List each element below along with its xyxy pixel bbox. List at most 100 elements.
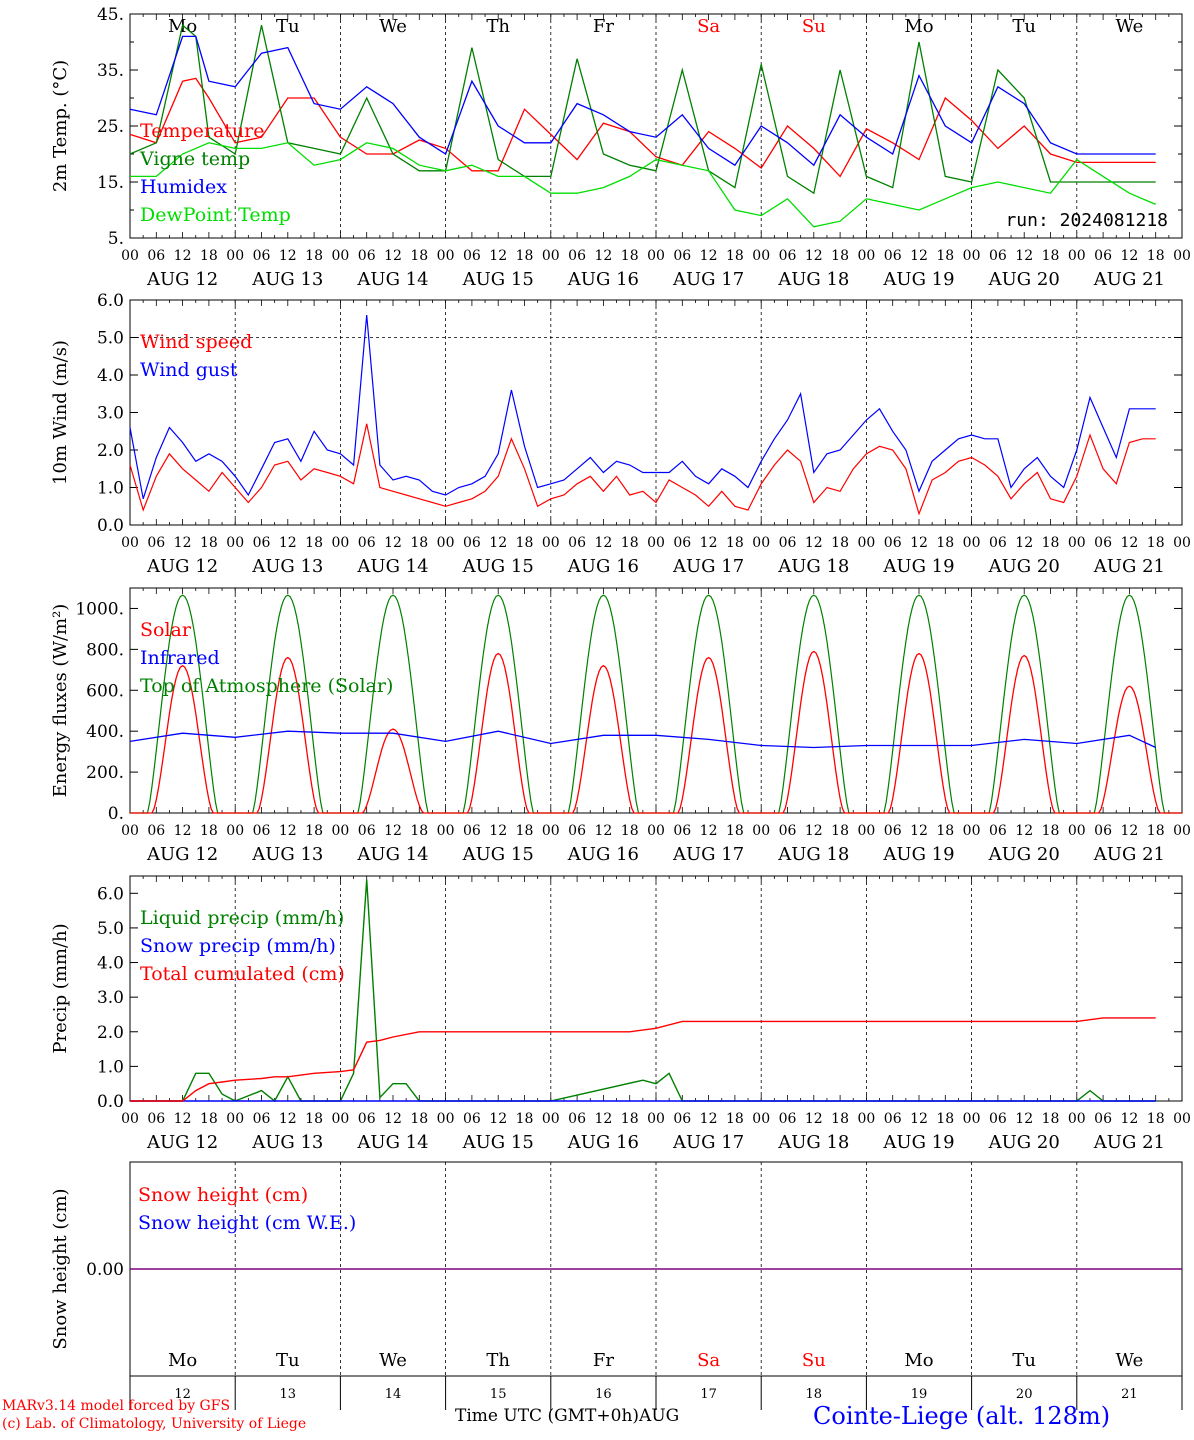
hour-label: 18 (410, 823, 428, 839)
hour-label: 12 (805, 823, 823, 839)
day-number: 15 (490, 1387, 507, 1402)
hour-label: 12 (489, 535, 507, 551)
date-label: AUG 20 (988, 844, 1060, 865)
date-label: AUG 12 (146, 556, 218, 577)
hour-label: 00 (1068, 248, 1086, 264)
hour-label: 06 (673, 248, 691, 264)
series-line-solar (130, 650, 1182, 814)
hour-label: 18 (1042, 248, 1060, 264)
date-label: AUG 21 (1093, 844, 1165, 865)
legend-entry: DewPoint Temp (140, 204, 291, 226)
legend-entry: Temperature (140, 120, 264, 142)
date-label: AUG 14 (356, 1132, 428, 1153)
hour-label: 06 (1094, 535, 1112, 551)
date-label: AUG 15 (462, 269, 534, 290)
legend-entry: Liquid precip (mm/h) (140, 907, 344, 929)
series-line-vigne-temp (129, 24, 1156, 195)
hour-label: 00 (226, 823, 244, 839)
hour-label: 18 (726, 248, 744, 264)
series-line-total (130, 1017, 1156, 1102)
hour-label: 00 (542, 1111, 560, 1127)
hour-label: 12 (489, 1111, 507, 1127)
hour-label: 06 (147, 1111, 165, 1127)
y-tick-label: 0.0 (97, 1092, 124, 1112)
hour-label: 06 (1094, 823, 1112, 839)
hour-label: 18 (1147, 248, 1165, 264)
y-axis-label: Precip (mm/h) (50, 923, 71, 1053)
hour-label: 12 (279, 823, 297, 839)
hour-label: 00 (752, 1111, 770, 1127)
hour-label: 12 (174, 1111, 192, 1127)
hour-label: 06 (358, 248, 376, 264)
date-label: AUG 15 (462, 1132, 534, 1153)
date-label: AUG 14 (356, 844, 428, 865)
hour-label: 00 (963, 823, 981, 839)
hour-label: 12 (594, 1111, 612, 1127)
date-label: AUG 19 (882, 1132, 954, 1153)
hour-label: 18 (516, 1111, 534, 1127)
date-label: AUG 20 (988, 269, 1060, 290)
date-label: AUG 16 (567, 844, 639, 865)
hour-label: 00 (226, 1111, 244, 1127)
series-line-wind-gust (129, 314, 1156, 499)
series-line-humidex (129, 35, 1156, 167)
y-tick-label: 4.0 (97, 366, 124, 386)
hour-label: 00 (647, 1111, 665, 1127)
day-label-top: We (1116, 16, 1144, 37)
lab-credit: (c) Lab. of Climatology, University of L… (2, 1416, 307, 1432)
date-label: AUG 12 (146, 844, 218, 865)
legend-entry: Wind speed (140, 331, 252, 353)
y-tick-label: 600. (86, 681, 124, 701)
hour-label: 00 (752, 535, 770, 551)
hour-label: 06 (989, 1111, 1007, 1127)
y-axis-label: Energy fluxes (W/m²) (50, 604, 71, 798)
hour-label: 06 (253, 535, 271, 551)
date-label: AUG 15 (462, 844, 534, 865)
hour-label: 12 (1015, 823, 1033, 839)
legend-entry: Humidex (140, 176, 227, 198)
date-label: AUG 17 (672, 844, 744, 865)
day-number: 12 (174, 1387, 191, 1402)
month-label: AUG (639, 1406, 680, 1426)
day-label-bottom: Mo (904, 1350, 933, 1371)
y-tick-label: 6.0 (97, 291, 124, 311)
time-axis-label: Time UTC (GMT+0h)AUG (455, 1406, 679, 1426)
hour-label: 18 (1042, 535, 1060, 551)
panel-frame (129, 299, 1183, 526)
day-label-bottom: Sa (697, 1350, 720, 1371)
hour-label: 06 (253, 248, 271, 264)
hour-label: 12 (805, 248, 823, 264)
legend-entry: Infrared (140, 647, 220, 669)
hour-label: 12 (489, 823, 507, 839)
hour-label: 06 (253, 1111, 271, 1127)
hour-label: 12 (594, 823, 612, 839)
hour-label: 00 (1068, 823, 1086, 839)
date-label: AUG 18 (777, 269, 849, 290)
date-label: AUG 20 (988, 1132, 1060, 1153)
hour-label: 18 (1147, 1111, 1165, 1127)
hour-label: 18 (305, 535, 323, 551)
date-label: AUG 19 (882, 269, 954, 290)
hour-label: 06 (568, 248, 586, 264)
hour-label: 12 (279, 248, 297, 264)
hour-label: 00 (963, 535, 981, 551)
date-label: AUG 18 (777, 556, 849, 577)
hour-label: 00 (857, 535, 875, 551)
hour-label: 06 (779, 535, 797, 551)
y-tick-label: 200. (86, 763, 124, 783)
hour-label: 00 (121, 535, 139, 551)
y-tick-label: 5.0 (97, 329, 124, 349)
hour-label: 12 (700, 823, 718, 839)
hour-label: 06 (358, 535, 376, 551)
time-label: Time UTC (GMT+0h) (455, 1406, 640, 1426)
series-line-wind-speed (129, 423, 1156, 516)
date-label: AUG 12 (146, 269, 218, 290)
hour-label: 12 (910, 248, 928, 264)
y-axis-label: 2m Temp. (°C) (50, 60, 71, 192)
legend-entry: Snow height (cm) (138, 1184, 308, 1206)
hour-label: 12 (1120, 248, 1138, 264)
hour-label: 00 (121, 248, 139, 264)
hour-label: 12 (174, 823, 192, 839)
hour-label: 00 (331, 1111, 349, 1127)
